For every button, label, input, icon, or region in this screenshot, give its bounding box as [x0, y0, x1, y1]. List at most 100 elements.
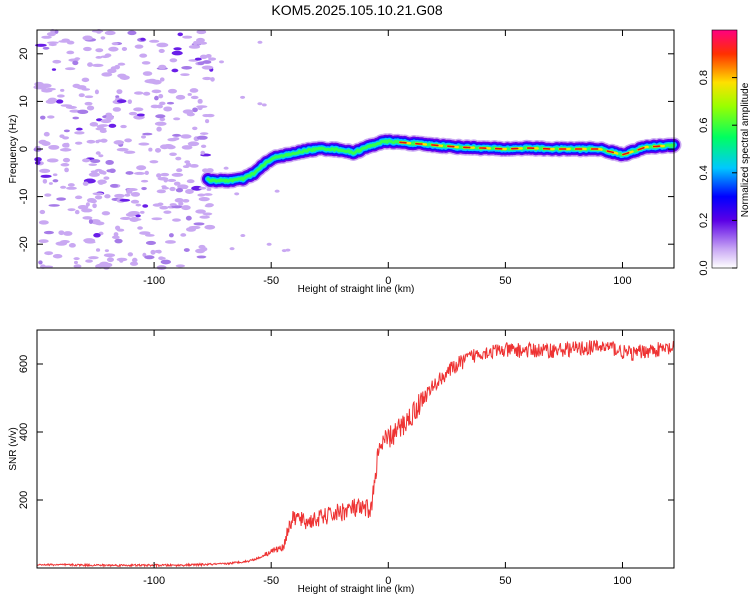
- noise-blob: [40, 174, 52, 178]
- noise-blob: [94, 195, 103, 200]
- noise-blob: [176, 168, 183, 173]
- noise-blob: [196, 29, 207, 35]
- noise-blob: [198, 244, 206, 249]
- noise-blob: [206, 187, 212, 191]
- noise-blob: [208, 57, 217, 61]
- noise-blob: [139, 210, 145, 214]
- snr-frame: [36, 329, 675, 569]
- noise-blob: [180, 73, 190, 77]
- noise-blob: [84, 95, 94, 99]
- noise-blob: [94, 168, 103, 172]
- noise-blob: [141, 135, 147, 139]
- noise-blob: [151, 89, 162, 94]
- noise-blob: [150, 249, 156, 255]
- noise-blob: [194, 57, 202, 61]
- noise-blob: [48, 182, 53, 185]
- noise-blob: [103, 253, 116, 258]
- noise-blob: [85, 202, 90, 207]
- colorbar-gradient: [712, 30, 737, 268]
- snr-x-tick-label: -100: [143, 575, 165, 587]
- snr-plot-area: [37, 330, 674, 568]
- noise-blob: [73, 260, 78, 265]
- noise-blob: [163, 106, 173, 112]
- noise-blob: [141, 61, 151, 65]
- noise-blob: [183, 248, 190, 252]
- spectrogram-x-axis: -100 -50 0 50 100: [143, 30, 632, 287]
- noise-blob: [180, 233, 187, 237]
- noise-blob: [93, 233, 101, 238]
- noise-blob: [90, 122, 98, 127]
- noise-blob: [91, 30, 104, 33]
- noise-blob: [188, 225, 201, 230]
- noise-blob: [175, 188, 184, 193]
- noise-blob: [161, 186, 170, 190]
- noise-blob: [46, 158, 59, 163]
- noise-blob: [285, 248, 291, 252]
- noise-blob: [202, 168, 209, 173]
- noise-blob: [223, 166, 229, 170]
- noise-blob: [99, 261, 110, 267]
- noise-blob: [192, 107, 198, 113]
- noise-blob: [156, 104, 163, 109]
- noise-blob: [199, 54, 208, 60]
- noise-blob: [127, 99, 133, 105]
- noise-blob: [55, 241, 68, 246]
- noise-blob: [40, 115, 46, 120]
- noise-blob: [47, 97, 58, 103]
- noise-layer: [33, 28, 291, 270]
- noise-blob: [90, 159, 101, 164]
- noise-blob: [97, 139, 103, 143]
- noise-blob: [164, 240, 176, 244]
- spectrogram-y-tick-label: 10: [18, 95, 30, 107]
- noise-blob: [98, 154, 104, 158]
- noise-blob: [142, 71, 153, 76]
- noise-blob: [34, 160, 41, 165]
- noise-blob: [185, 162, 192, 167]
- noise-blob: [43, 131, 50, 137]
- noise-blob: [116, 89, 123, 95]
- spectrogram-y-tick-label: 20: [18, 48, 30, 60]
- noise-blob: [257, 40, 263, 44]
- noise-blob: [167, 138, 178, 142]
- noise-blob: [168, 233, 174, 238]
- noise-blob: [68, 243, 76, 248]
- noise-blob: [116, 147, 129, 152]
- noise-blob: [88, 219, 94, 224]
- noise-blob: [197, 193, 206, 197]
- noise-blob: [59, 148, 72, 152]
- noise-blob: [144, 79, 155, 84]
- noise-blob: [82, 216, 93, 220]
- noise-blob: [119, 257, 124, 263]
- noise-blob: [120, 216, 132, 221]
- noise-blob: [142, 91, 151, 96]
- noise-blob: [169, 58, 178, 63]
- noise-blob: [134, 44, 144, 49]
- noise-blob: [261, 103, 267, 107]
- noise-blob: [172, 133, 182, 137]
- snr-panel: -100 -50 0 50 100 200 400 600 Height of straig…: [8, 329, 675, 595]
- noise-blob: [204, 224, 216, 230]
- noise-blob: [108, 46, 119, 52]
- noise-blob: [38, 239, 49, 244]
- noise-blob: [116, 99, 127, 104]
- noise-blob: [56, 94, 65, 98]
- noise-blob: [189, 163, 199, 168]
- noise-blob: [240, 95, 246, 99]
- noise-blob: [128, 210, 140, 216]
- noise-blob: [60, 88, 65, 92]
- noise-blob: [160, 172, 170, 177]
- noise-blob: [58, 230, 65, 236]
- noise-blob: [58, 40, 70, 43]
- noise-blob: [159, 77, 165, 82]
- noise-blob: [74, 131, 85, 135]
- spectrogram-x-tick-label: -100: [143, 275, 165, 287]
- noise-blob: [145, 240, 157, 246]
- noise-blob: [94, 89, 99, 95]
- spectrogram-x-tick-label: 0: [385, 275, 391, 287]
- colorbar-axis: 0.0 0.2 0.4 0.6 0.8: [698, 70, 737, 276]
- noise-blob: [120, 124, 127, 129]
- noise-blob: [114, 193, 125, 198]
- snr-y-axis: 200 400 600: [18, 355, 674, 509]
- noise-blob: [105, 115, 114, 121]
- noise-blob: [138, 142, 150, 146]
